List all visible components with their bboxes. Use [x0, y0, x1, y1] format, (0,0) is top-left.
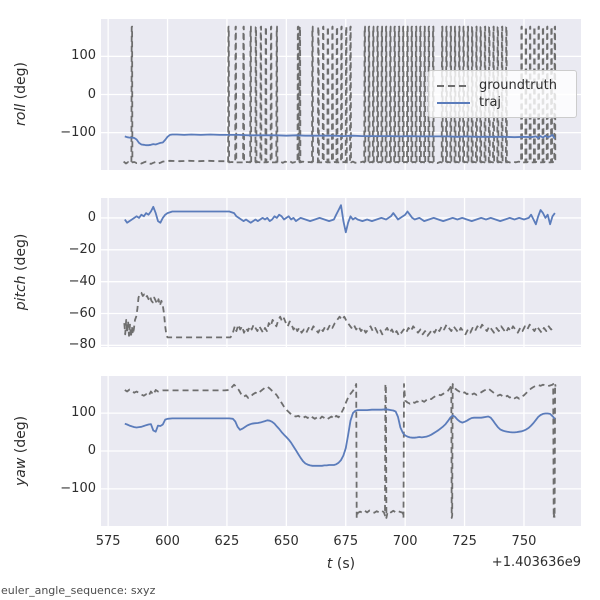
- yaw-traj-line: [124, 408, 556, 467]
- pitch-plot-area: [101, 198, 581, 347]
- yaw-ytick-0: 0: [87, 443, 96, 458]
- pitch-ytick--20: −20: [68, 241, 96, 257]
- xtick-625: 625: [214, 534, 240, 549]
- pitch-axis-label-unit: (deg): [13, 233, 29, 272]
- pitch-axis-label-name: pitch: [13, 275, 29, 311]
- xtick-750: 750: [511, 534, 537, 549]
- yaw-ytick--100: −100: [60, 480, 96, 496]
- x-axis-offset-text: +1.403636e9: [491, 555, 581, 570]
- legend: groundtruth traj: [428, 70, 577, 118]
- x-axis-label-name: t: [326, 556, 333, 572]
- xtick-675: 675: [333, 534, 359, 549]
- yaw-ytick-100: 100: [71, 405, 96, 421]
- groundtruth-line-sample-icon: [437, 84, 470, 87]
- x-axis-label: t (s): [327, 556, 355, 572]
- roll-axis-label-name: roll: [13, 103, 29, 126]
- pitch-traj-line: [124, 204, 556, 234]
- legend-entry-traj: traj: [437, 94, 568, 111]
- yaw-axis-label: yaw (deg): [13, 416, 29, 486]
- xtick-650: 650: [273, 534, 299, 549]
- roll-ytick--100: −100: [60, 124, 96, 140]
- x-axis-label-unit: (s): [336, 556, 356, 572]
- yaw-groundtruth-line: [124, 383, 557, 519]
- yaw-axis-label-name: yaw: [13, 457, 29, 487]
- pitch-ytick--40: −40: [68, 273, 96, 289]
- xtick-725: 725: [452, 534, 477, 549]
- pitch-axis-label: pitch (deg): [13, 234, 29, 311]
- roll-traj-line: [124, 133, 556, 147]
- xtick-700: 700: [392, 534, 418, 549]
- yaw-plot-area: [101, 376, 581, 526]
- footer-note: euler_angle_sequence: sxyz: [1, 584, 156, 597]
- roll-axis-label-unit: (deg): [13, 62, 29, 100]
- roll-axis-label: roll (deg): [13, 62, 29, 126]
- pitch-ytick--60: −60: [68, 305, 96, 321]
- yaw-axis-label-unit: (deg): [13, 415, 29, 454]
- legend-label-groundtruth: groundtruth: [479, 77, 558, 93]
- roll-ytick-0: 0: [87, 86, 96, 102]
- xtick-575: 575: [95, 534, 121, 549]
- legend-label-traj: traj: [479, 94, 502, 110]
- pitch-ytick--80: −80: [68, 337, 96, 353]
- legend-entry-groundtruth: groundtruth: [437, 77, 568, 94]
- roll-groundtruth-line: [123, 25, 557, 165]
- pitch-groundtruth-line: [123, 291, 556, 339]
- roll-ytick-100: 100: [71, 48, 96, 64]
- xtick-600: 600: [155, 534, 180, 549]
- traj-line-sample-icon: [437, 101, 470, 104]
- pitch-ytick-0: 0: [87, 209, 96, 225]
